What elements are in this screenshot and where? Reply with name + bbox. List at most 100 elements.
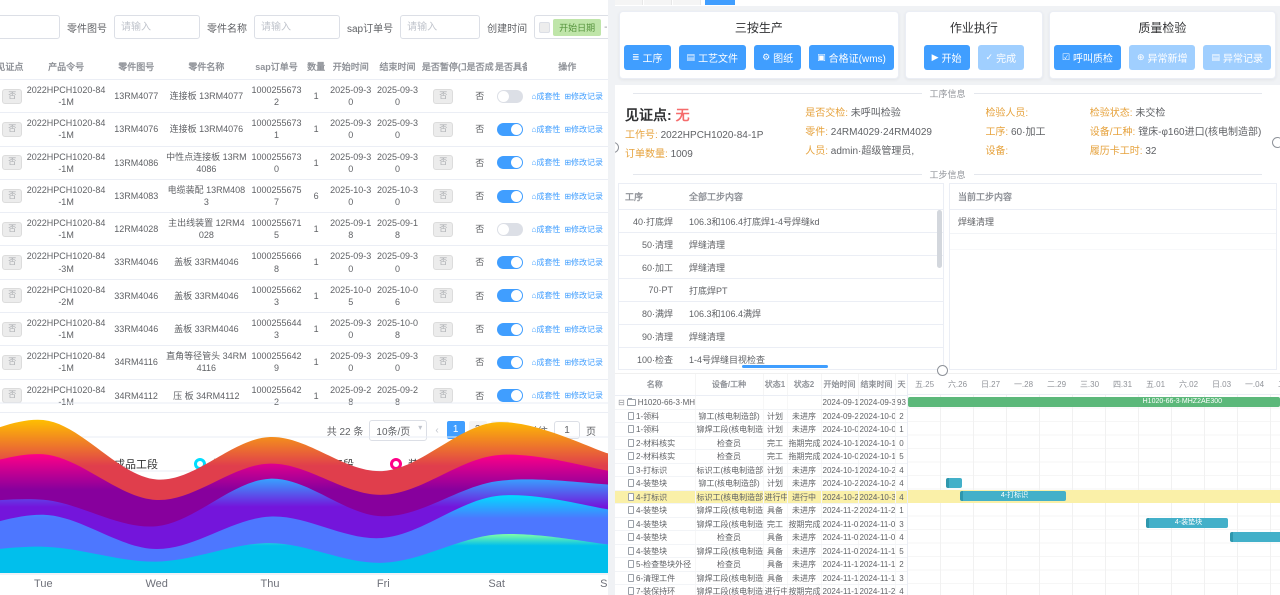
ready-toggle[interactable] — [497, 289, 524, 303]
gantt-task-bar[interactable]: 4-打标识 — [960, 491, 1066, 502]
step-row[interactable]: 70·PT 打底焊PT — [619, 278, 943, 303]
pause-badge-button[interactable]: 否 — [433, 288, 454, 304]
gantt-task-bar[interactable]: 4-装垫块 — [1146, 518, 1228, 529]
gantt-project-bar[interactable]: H1020-66-3·MHZ2AE300 — [908, 396, 1280, 407]
modify-record-link[interactable]: ⊞修改记录 — [564, 158, 604, 168]
witness-badge[interactable]: 否 — [2, 321, 23, 337]
tab-placeholder[interactable] — [644, 0, 672, 5]
ready-toggle[interactable] — [497, 322, 524, 336]
collapse-icon[interactable]: ⊟ — [618, 398, 625, 408]
page-size-select[interactable]: 10条/页 — [369, 419, 428, 441]
create-time-range-picker[interactable]: 开始日期 - 结束日期 — [534, 15, 608, 39]
witness-badge[interactable]: 否 — [2, 155, 23, 171]
gantt-task-bar[interactable] — [946, 477, 962, 488]
gantt-task-row[interactable]: 4-打标识标识工(核电制造部)进行中进行中2024-10-262024-10-3… — [615, 490, 907, 505]
ready-toggle[interactable] — [497, 256, 524, 270]
gantt-task-row[interactable]: ⊟H1020-66-3·MHZ2AE300 2024-09-182024-09-3… — [615, 395, 907, 410]
gantt-task-row[interactable]: 7-装保持环铆焊工段(核电制造部)进行中按期完成2024-11-192024-1… — [615, 584, 907, 595]
set-integrity-link[interactable]: ⌂成套性 — [531, 391, 561, 401]
splitter-handle-steps[interactable] — [937, 365, 948, 377]
step-row[interactable]: 80·满焊 106.3和106.4满焊 — [619, 301, 943, 326]
pause-badge-button[interactable]: 否 — [433, 122, 454, 137]
ready-toggle[interactable] — [497, 89, 524, 103]
start-date-field[interactable]: 开始日期 — [553, 18, 602, 36]
steps-horizontal-scrollbar[interactable] — [742, 365, 829, 369]
witness-badge[interactable]: 否 — [2, 255, 23, 270]
set-integrity-link[interactable]: ⌂成套性 — [531, 291, 561, 301]
set-integrity-link[interactable]: ⌂成套性 — [531, 258, 561, 268]
gantt-task-row[interactable]: 6-清理工件铆焊工段(核电制造部)具备未进序2024-11-162024-11-… — [615, 571, 907, 586]
set-integrity-link[interactable]: ⌂成套性 — [531, 357, 561, 367]
modify-record-link[interactable]: ⊞修改记录 — [564, 125, 604, 135]
呼叫质检-button[interactable]: ☑ 呼叫质检 — [1053, 45, 1121, 70]
panel-splitter[interactable] — [608, 0, 615, 595]
pause-badge-button[interactable]: 否 — [433, 188, 454, 204]
完成-button[interactable]: ✓ 完成 — [977, 45, 1025, 70]
set-integrity-link[interactable]: ⌂成套性 — [531, 191, 561, 201]
modify-record-link[interactable]: ⊞修改记录 — [564, 391, 604, 401]
ready-toggle[interactable] — [497, 222, 524, 236]
gantt-task-row[interactable]: 1-领料铆焊工段(核电制造部)计划未进序2024-10-042024-10-05… — [615, 422, 907, 437]
set-integrity-link[interactable]: ⌂成套性 — [531, 158, 561, 168]
active-tab-indicator[interactable] — [705, 0, 735, 5]
ready-toggle[interactable] — [497, 355, 524, 369]
gantt-task-bar[interactable] — [1230, 531, 1280, 542]
witness-badge[interactable]: 否 — [2, 188, 23, 204]
gantt-task-row[interactable]: 3-打标识标识工(核电制造部)计划未进序2024-10-182024-10-22… — [615, 463, 907, 478]
modify-record-link[interactable]: ⊞修改记录 — [564, 324, 604, 334]
sap-order-filter-input[interactable] — [400, 15, 481, 39]
part-name-filter-input[interactable] — [254, 15, 340, 39]
step-row[interactable]: 60·加工 焊缝清理 — [619, 255, 943, 280]
tab-placeholder[interactable] — [615, 0, 643, 5]
pause-badge-button[interactable]: 否 — [433, 155, 454, 171]
modify-record-link[interactable]: ⊞修改记录 — [564, 224, 604, 234]
witness-badge[interactable]: 否 — [2, 354, 23, 370]
modify-record-link[interactable]: ⊞修改记录 — [564, 91, 604, 101]
set-integrity-link[interactable]: ⌂成套性 — [531, 324, 561, 334]
modify-record-link[interactable]: ⊞修改记录 — [564, 291, 604, 301]
set-integrity-link[interactable]: ⌂成套性 — [531, 91, 561, 101]
tab-placeholder[interactable] — [673, 0, 701, 5]
page-button[interactable]: 1 — [446, 421, 465, 440]
step-row[interactable]: 40·打底焊 106.3和106.4打底焊1-4号焊缝kd — [619, 209, 943, 234]
合格证(wms)-button[interactable]: ▣ 合格证(wms) — [809, 45, 894, 70]
pause-badge-button[interactable]: 否 — [433, 88, 454, 104]
step-row[interactable]: 90·清理 焊缝清理 — [619, 324, 943, 349]
witness-badge[interactable]: 否 — [2, 122, 23, 137]
异常新增-button[interactable]: ⊕ 异常新增 — [1128, 45, 1196, 70]
ready-toggle[interactable] — [497, 189, 524, 203]
pause-badge-button[interactable]: 否 — [433, 221, 454, 237]
prev-page-button[interactable]: ‹ — [435, 424, 439, 436]
pause-badge-button[interactable]: 否 — [433, 321, 454, 337]
modify-record-link[interactable]: ⊞修改记录 — [564, 258, 604, 268]
图纸-button[interactable]: ⚙ 图纸 — [754, 45, 802, 70]
ready-toggle[interactable] — [497, 156, 524, 170]
splitter-handle-right[interactable] — [1272, 137, 1280, 148]
pause-badge-button[interactable]: 否 — [433, 255, 454, 270]
set-integrity-link[interactable]: ⌂成套性 — [531, 125, 561, 135]
witness-badge[interactable]: 否 — [2, 221, 23, 237]
ready-toggle[interactable] — [497, 122, 524, 136]
gantt-task-row[interactable]: 4-装垫块铆焊工段(核电制造部)具备未进序2024-11-282024-11-2… — [615, 503, 907, 518]
modify-record-link[interactable]: ⊞修改记录 — [564, 191, 604, 201]
step-row[interactable]: 50·清理 焊缝清理 — [619, 232, 943, 257]
pause-badge-button[interactable]: 否 — [433, 354, 454, 370]
witness-badge[interactable]: 否 — [2, 88, 23, 104]
set-integrity-link[interactable]: ⌂成套性 — [531, 224, 561, 234]
page-jump-input[interactable] — [554, 421, 580, 440]
异常记录-button[interactable]: ▤ 异常记录 — [1203, 45, 1271, 70]
工序-button[interactable]: ≣ 工序 — [624, 45, 671, 70]
gantt-task-row[interactable]: 4-装垫块铆焊工段(核电制造部)具备未进序2024-11-092024-11-1… — [615, 544, 907, 559]
工艺文件-button[interactable]: ▤ 工艺文件 — [678, 45, 747, 70]
modify-record-link[interactable]: ⊞修改记录 — [564, 357, 604, 367]
开始-button[interactable]: ▶ 开始 — [923, 45, 970, 70]
gantt-task-row[interactable]: 4-装垫块铆焊工段(核电制造部)完工按期完成2024-11-022024-11-… — [615, 517, 907, 532]
step-row[interactable]: 100·检查 1-4号焊缝目视检查 — [619, 347, 943, 370]
clipped-filter-input[interactable] — [0, 15, 60, 39]
